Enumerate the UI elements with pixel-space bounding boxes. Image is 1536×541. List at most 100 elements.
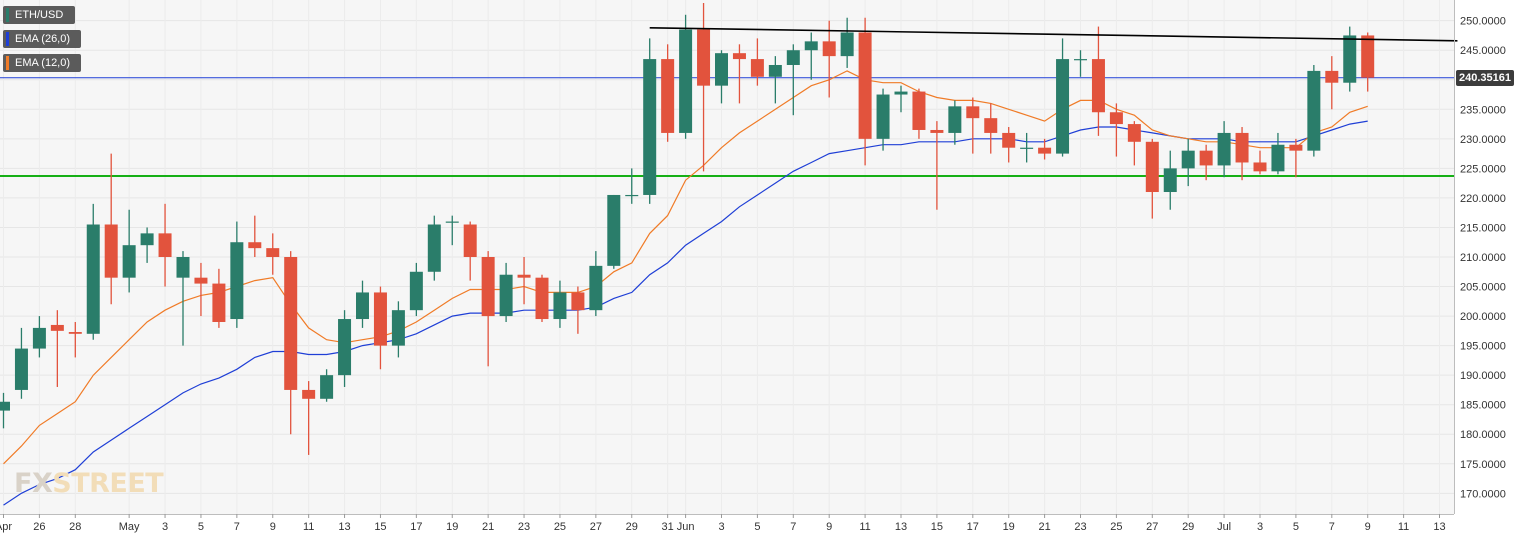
legend-label-ethusd: ETH/USD <box>15 9 64 21</box>
trend-lines <box>649 26 1458 42</box>
candle-body <box>499 274 513 317</box>
x-tick-label: 7 <box>1329 521 1335 533</box>
candle-body <box>732 53 746 60</box>
candle-body <box>966 106 980 119</box>
candle-body <box>32 327 46 349</box>
x-tick-label: 5 <box>1293 521 1299 533</box>
x-tick-label: 21 <box>1038 521 1050 533</box>
x-tick-label: 9 <box>1365 521 1371 533</box>
x-tick-label: Jun <box>677 521 695 533</box>
candle-body <box>373 292 387 346</box>
legend-label-ema-26: EMA (26,0) <box>15 33 71 45</box>
x-tick-label: 3 <box>1257 521 1263 533</box>
legend-ema-12[interactable]: EMA (12,0) <box>3 54 81 72</box>
candle-body <box>176 257 190 278</box>
candle-body <box>571 292 585 311</box>
x-tick-label: 27 <box>590 521 602 533</box>
candle-body <box>948 106 962 133</box>
candle-body <box>1307 70 1321 151</box>
legend-ethusd[interactable]: ETH/USD <box>3 6 75 24</box>
candle-body <box>320 375 334 399</box>
candle-body <box>86 224 100 334</box>
candle-body <box>930 129 944 133</box>
candle-body <box>1325 70 1339 83</box>
watermark-part-fx: FX <box>14 468 53 499</box>
candle-body <box>427 224 441 272</box>
x-tick-label: 13 <box>895 521 907 533</box>
x-tick-label: Jul <box>1217 521 1231 533</box>
x-tick-label: 19 <box>446 521 458 533</box>
candle-body <box>517 274 531 278</box>
candle-body <box>804 41 818 51</box>
x-tick-label: 23 <box>1074 521 1086 533</box>
candle-body <box>912 91 926 130</box>
x-tick-label: 5 <box>198 521 204 533</box>
candle-body <box>1127 124 1141 142</box>
x-tick-label: 11 <box>1398 521 1409 533</box>
candle-body <box>786 50 800 65</box>
candle-body <box>625 194 639 197</box>
candle-body <box>1145 141 1159 193</box>
candle-body <box>1109 112 1123 125</box>
x-tick-label: 29 <box>1182 521 1194 533</box>
candle-body <box>302 389 316 399</box>
y-tick-label: 225.0000 <box>1460 163 1506 175</box>
x-tick-label: 23 <box>518 521 530 533</box>
candle-body <box>607 194 621 266</box>
candle-body <box>463 224 477 257</box>
y-tick-label: 230.0000 <box>1460 134 1506 146</box>
candle-body <box>212 283 226 322</box>
x-tick-label: 13 <box>338 521 350 533</box>
candle-body <box>68 332 82 334</box>
candle-body <box>1289 144 1303 151</box>
candle-body <box>1271 144 1285 172</box>
candle-body <box>1235 132 1249 163</box>
candle-body <box>984 118 998 133</box>
y-tick-label: 190.0000 <box>1460 370 1506 382</box>
candle-body <box>266 248 280 257</box>
x-tick-label: 26 <box>33 521 45 533</box>
x-tick-label: 15 <box>931 521 943 533</box>
x-tick-label: 31 <box>662 521 674 533</box>
x-tick-label: Apr <box>0 521 12 533</box>
y-tick-label: 205.0000 <box>1460 282 1506 294</box>
x-tick-label: 13 <box>1433 521 1445 533</box>
current-price-label: 240.35161 <box>1456 69 1514 86</box>
y-tick-label: 245.0000 <box>1460 45 1506 57</box>
y-tick-label: 250.0000 <box>1460 16 1506 28</box>
candle-body <box>391 310 405 346</box>
legend-ema-26[interactable]: EMA (26,0) <box>3 30 81 48</box>
x-tick-label: 3 <box>162 521 168 533</box>
candle-body <box>1020 147 1034 149</box>
candle-body <box>876 94 890 139</box>
x-tick-label: 11 <box>303 521 314 533</box>
candle-body <box>140 233 154 246</box>
candle-body <box>822 41 836 57</box>
candle-body <box>14 348 28 390</box>
candle-body <box>661 59 675 133</box>
x-tick-label: 25 <box>1110 521 1122 533</box>
candle-body <box>1074 59 1087 61</box>
y-tick-label: 235.0000 <box>1460 104 1506 116</box>
candle-body <box>158 233 172 257</box>
candle-body <box>1002 132 1016 148</box>
x-tick-label: 28 <box>69 521 81 533</box>
candle-body <box>1199 150 1213 166</box>
candle-body <box>1217 132 1231 166</box>
candle-body <box>1038 147 1052 154</box>
y-tick-label: 215.0000 <box>1460 222 1506 234</box>
candle-body <box>1253 162 1267 172</box>
y-tick-label: 185.0000 <box>1460 400 1506 412</box>
candle-body <box>122 245 136 278</box>
fxstreet-watermark: FXSTREET <box>14 468 164 499</box>
y-tick-label: 180.0000 <box>1460 429 1506 441</box>
y-tick-label: 210.0000 <box>1460 252 1506 264</box>
x-tick-label: May <box>119 521 140 533</box>
x-tick-label: 3 <box>718 521 724 533</box>
x-tick-label: 25 <box>554 521 566 533</box>
candle-body <box>356 292 369 320</box>
candle-body <box>1181 150 1195 169</box>
